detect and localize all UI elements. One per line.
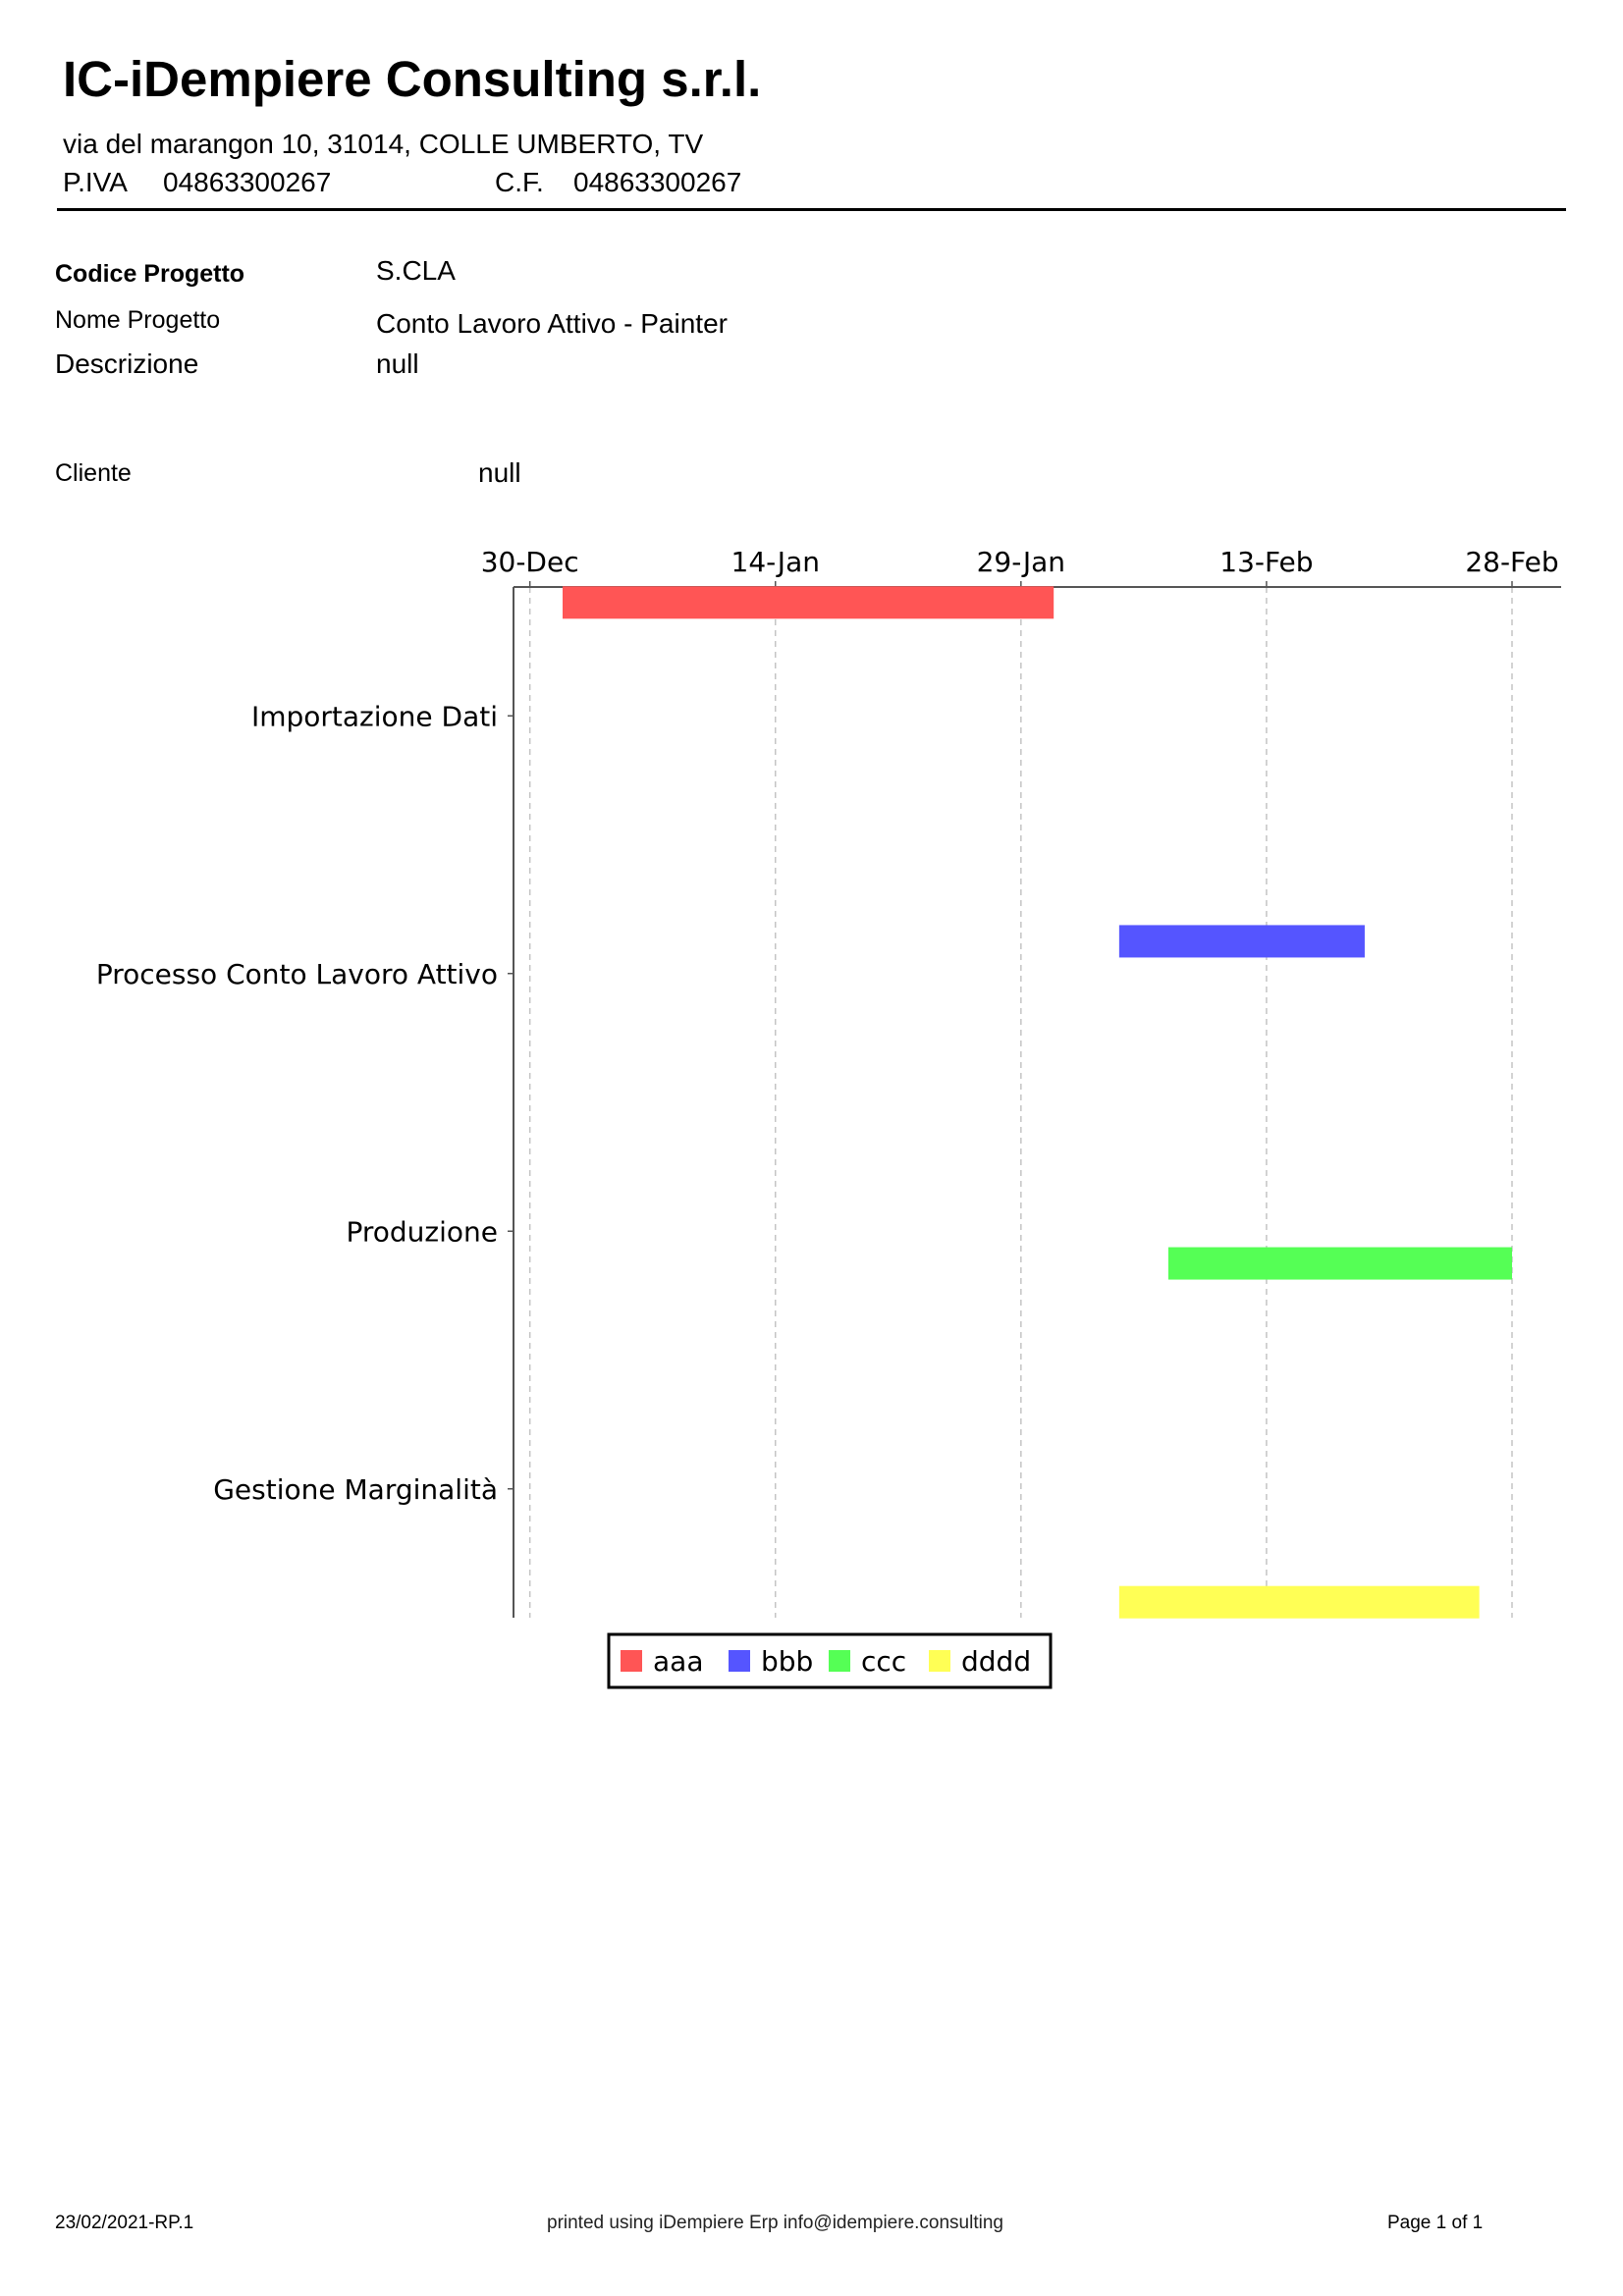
client-value: null (478, 457, 521, 488)
project-name-value: Conto Lavoro Attivo - Painter (376, 308, 728, 339)
legend-swatch-bbb (729, 1650, 750, 1672)
y-category-label: Importazione Dati (251, 700, 498, 732)
gantt-bar-aaa (563, 586, 1055, 619)
vat-label: P.IVA (63, 167, 128, 197)
legend-label-bbb: bbb (761, 1645, 813, 1678)
x-tick-label: 14-Jan (731, 546, 820, 578)
legend-swatch-dddd (929, 1650, 950, 1672)
legend-label-ccc: ccc (861, 1645, 906, 1678)
fiscal-code-value: 04863300267 (573, 167, 742, 197)
legend-swatch-ccc (829, 1650, 850, 1672)
footer-page-number: Page 1 of 1 (1387, 2213, 1484, 2233)
legend-label-aaa: aaa (653, 1645, 703, 1678)
vat-value: 04863300267 (163, 167, 332, 197)
gantt-bar-dddd (1118, 1585, 1480, 1619)
company-name: IC-iDempiere Consulting s.r.l. (63, 51, 762, 107)
y-category-label: Produzione (346, 1215, 498, 1248)
project-description-value: null (376, 348, 419, 379)
client-label: Cliente (55, 459, 132, 487)
legend-label-dddd: dddd (961, 1645, 1031, 1678)
header-divider (57, 208, 1566, 211)
x-tick-label: 30-Dec (481, 546, 579, 578)
y-category-label: Processo Conto Lavoro Attivo (96, 958, 498, 990)
fiscal-code-label: C.F. (495, 167, 544, 197)
x-tick-label: 29-Jan (977, 546, 1065, 578)
gantt-bar-ccc (1167, 1247, 1512, 1280)
x-tick-label: 13-Feb (1219, 546, 1313, 578)
gantt-bar-bbb (1118, 925, 1365, 958)
project-code-label: Codice Progetto (55, 260, 245, 288)
project-description-label: Descrizione (55, 348, 199, 379)
footer-date-ref: 23/02/2021-RP.1 (55, 2213, 194, 2233)
project-name-label: Nome Progetto (55, 306, 221, 334)
project-code-value: S.CLA (376, 255, 456, 286)
company-address: via del marangon 10, 31014, COLLE UMBERT… (63, 129, 704, 159)
y-category-label: Gestione Marginalità (213, 1473, 498, 1506)
footer-printed-by: printed using iDempiere Erp info@idempie… (547, 2213, 1003, 2233)
gantt-chart: 30-Dec 14-Jan 29-Jan 13-Feb 28-Feb Importazio… (96, 546, 1561, 1689)
x-tick-label: 28-Feb (1465, 546, 1558, 578)
legend-swatch-aaa (621, 1650, 642, 1672)
